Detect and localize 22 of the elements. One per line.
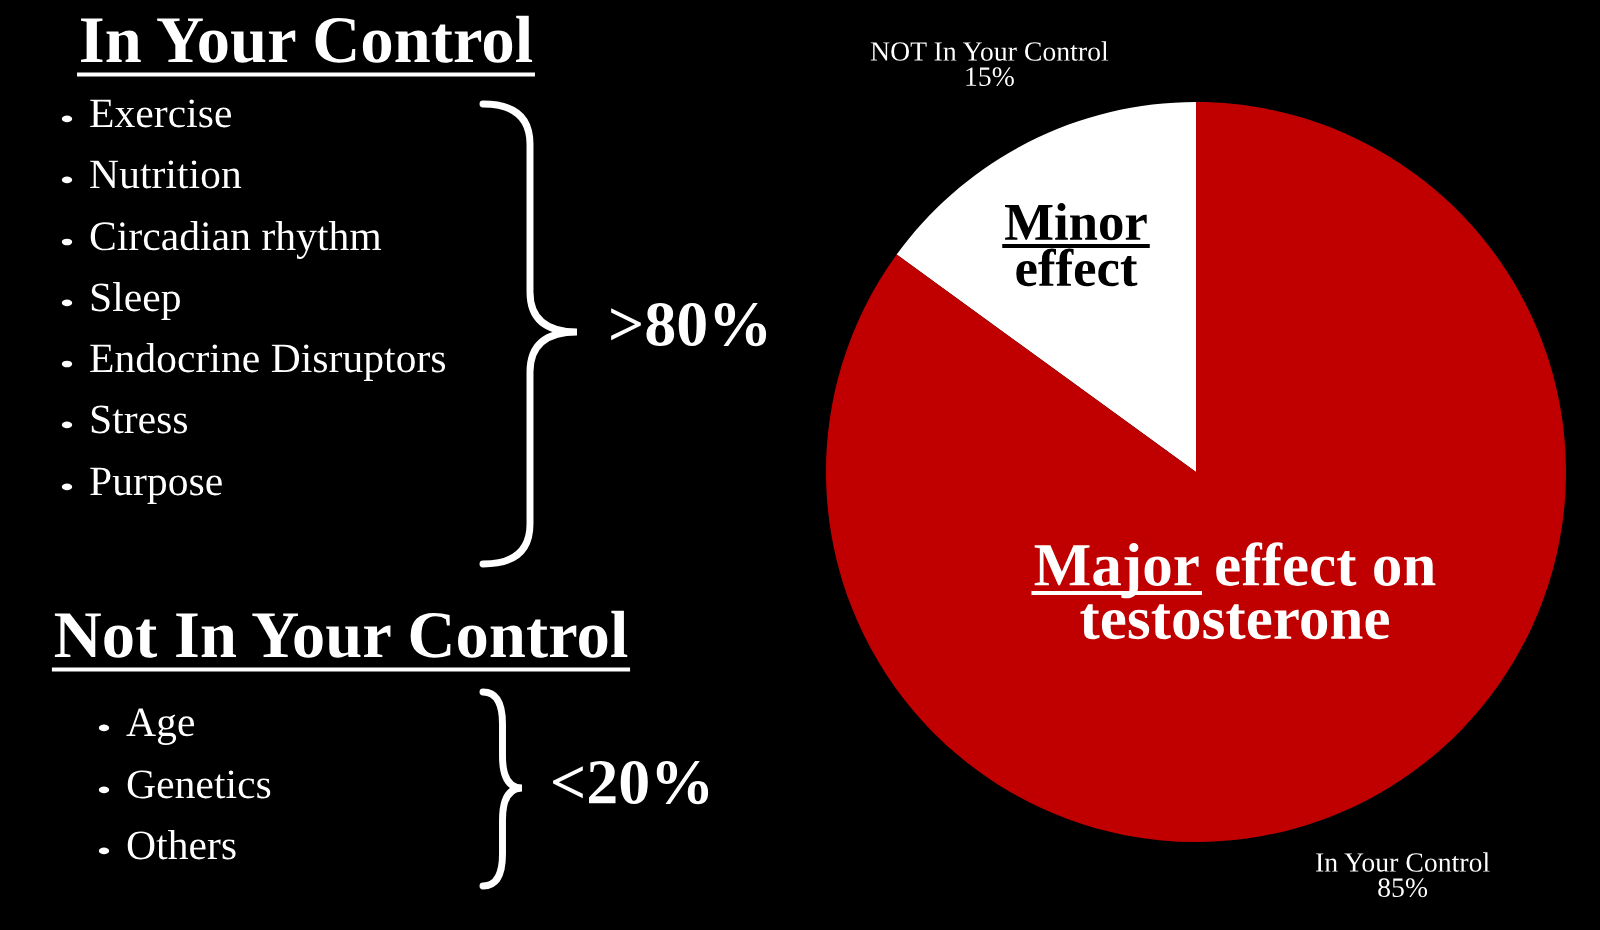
- text: Exercise: [90, 99, 231, 128]
- slice-label: In Your Control: [1316, 852, 1490, 872]
- text: Genetics: [127, 770, 271, 799]
- text: Endocrine Disruptors: [90, 343, 446, 381]
- data-label: 85%: [1378, 878, 1428, 898]
- text: Nutrition: [90, 160, 242, 189]
- data-label: 15%: [966, 67, 1014, 87]
- text: Age: [126, 708, 194, 745]
- text: Others: [127, 830, 236, 860]
- text: Purpose: [90, 467, 222, 504]
- text: In Your Control: [81, 15, 533, 63]
- text: Stress: [91, 405, 188, 434]
- text: <20%: [553, 760, 709, 805]
- pie-slice: [826, 102, 1566, 842]
- text: Circadian rhythm: [90, 221, 382, 259]
- text: Sleep: [91, 282, 180, 320]
- text: Major effect on testosterone: [1034, 542, 1436, 640]
- text: Minor effect: [1005, 203, 1147, 287]
- text: >80%: [611, 302, 767, 347]
- text: Not In Your Control: [54, 610, 628, 658]
- slice-label: NOT In Your Control: [870, 41, 1109, 61]
- pie-slice: [896, 102, 1196, 472]
